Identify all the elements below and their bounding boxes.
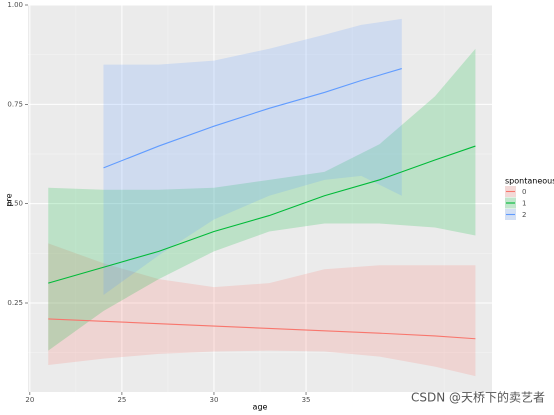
y-axis-label: pre xyxy=(5,193,14,206)
legend-label: 1 xyxy=(522,200,526,208)
x-tick-label: 30 xyxy=(210,396,219,404)
fit-line xyxy=(103,68,402,169)
watermark: CSDN @天桥下的卖艺者 xyxy=(411,390,545,405)
labels: 20 25 30 35 0.25 0.50 0.75 1.00 0 1 2 xyxy=(7,1,526,404)
legend-label: 0 xyxy=(522,188,526,196)
x-tick-label: 20 xyxy=(25,396,34,404)
fit-line xyxy=(48,145,476,284)
x-tick-label: 35 xyxy=(302,396,311,404)
y-tick-label: 0.75 xyxy=(7,100,23,108)
y-tick-label: 1.00 xyxy=(7,1,23,9)
legend-title: spontaneous xyxy=(505,177,554,186)
confidence-ribbon xyxy=(103,18,402,296)
legend-label: 2 xyxy=(522,211,526,219)
y-tick-label: 0.25 xyxy=(7,299,23,307)
x-axis-label: age xyxy=(253,403,268,412)
y-tick-label: 0.50 xyxy=(7,200,23,208)
grid xyxy=(25,4,492,395)
fit-line xyxy=(48,318,476,340)
confidence-ribbon xyxy=(48,243,476,377)
marks xyxy=(48,18,476,377)
x-tick-label: 25 xyxy=(117,396,126,404)
confidence-ribbon xyxy=(48,48,476,351)
